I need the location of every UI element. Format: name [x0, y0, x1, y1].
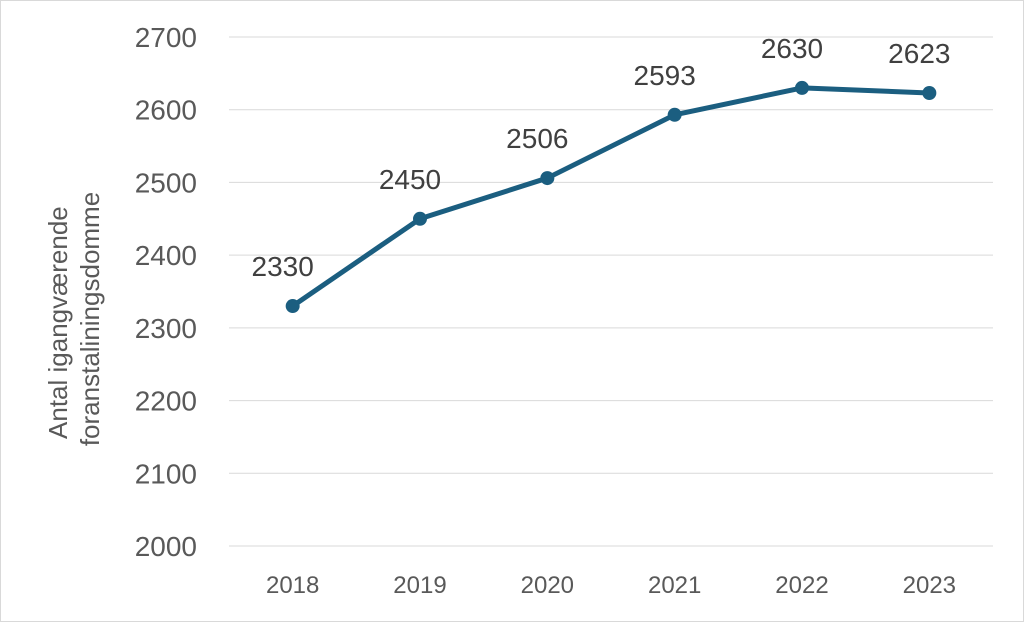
series-line-group [290, 85, 932, 309]
data-points [285, 80, 937, 314]
data-point [413, 211, 427, 226]
series-line [290, 85, 932, 309]
x-tick-label: 2023 [903, 572, 956, 599]
data-label: 2506 [506, 123, 568, 154]
data-label: 2593 [634, 60, 696, 91]
y-tick-label: 2000 [135, 531, 197, 562]
y-axis-ticks: 2000 2100 2200 2300 2400 2500 2600 2700 [135, 22, 197, 562]
data-labels: 2330 2450 2506 2593 2630 2623 [252, 33, 951, 282]
y-tick-label: 2500 [135, 167, 197, 198]
y-tick-label: 2200 [135, 386, 197, 417]
y-tick-label: 2700 [135, 22, 197, 53]
y-tick-label: 2400 [135, 240, 197, 271]
data-point [285, 299, 300, 314]
x-axis-ticks: 2018 2019 2020 2021 2022 2023 [266, 572, 956, 599]
x-tick-label: 2020 [521, 572, 574, 599]
data-point [922, 85, 937, 100]
data-point [540, 171, 555, 186]
gridlines [229, 36, 993, 547]
x-tick-label: 2022 [775, 572, 828, 599]
x-tick-label: 2019 [393, 572, 446, 599]
data-label: 2623 [888, 38, 950, 69]
y-axis-title-line-2: foranstaliningsdomme [75, 192, 105, 446]
x-tick-label: 2018 [266, 572, 319, 599]
data-point [795, 80, 809, 95]
y-axis-title-line-1: Antal igangværende [43, 206, 73, 439]
y-tick-label: 2100 [135, 458, 197, 489]
y-axis-title: Antal igangværende foranstaliningsdomme [43, 192, 105, 446]
data-label: 2630 [761, 33, 823, 64]
data-label: 2330 [252, 251, 314, 282]
data-point [667, 107, 682, 122]
x-tick-label: 2021 [648, 572, 701, 599]
data-label: 2450 [379, 164, 441, 195]
y-tick-label: 2300 [135, 313, 197, 344]
y-tick-label: 2600 [135, 95, 197, 126]
